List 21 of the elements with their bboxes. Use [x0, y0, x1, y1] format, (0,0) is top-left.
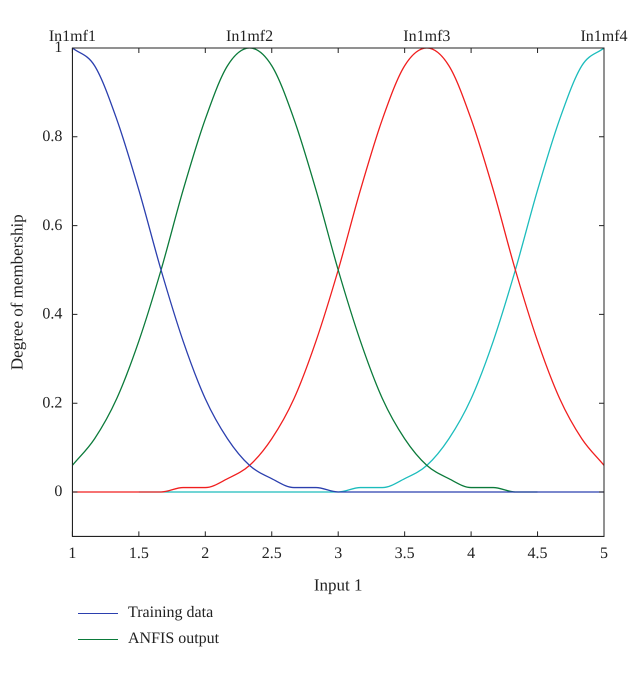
- x-tick-label: 4: [467, 545, 476, 562]
- x-tick-label: 2.5: [262, 545, 282, 562]
- annotation: In1mf2: [226, 28, 274, 46]
- y-tick-label: 0.8: [42, 128, 62, 146]
- y-tick-label: 0.4: [42, 306, 62, 323]
- x-tick-label: 3: [334, 545, 342, 562]
- x-tick-label: 1.5: [128, 545, 149, 562]
- x-tick-label: 2: [201, 545, 210, 562]
- annotation: In1mf3: [403, 28, 450, 46]
- legend-label: Training data: [128, 604, 214, 622]
- x-tick-label: 4.5: [528, 545, 548, 562]
- annotation: In1mf4: [580, 28, 628, 46]
- legend-label: ANFIS output: [128, 630, 220, 648]
- x-axis-title: Input 1: [314, 575, 363, 594]
- y-tick-label: 0: [54, 483, 62, 500]
- x-tick-label: 1: [68, 545, 76, 562]
- y-tick-label: 0.2: [42, 394, 62, 412]
- x-tick-label: 3.5: [394, 545, 415, 562]
- x-tick-label: 5: [600, 545, 608, 562]
- y-axis-title: Degree of membership: [8, 214, 27, 370]
- y-tick-label: 0.6: [42, 216, 62, 234]
